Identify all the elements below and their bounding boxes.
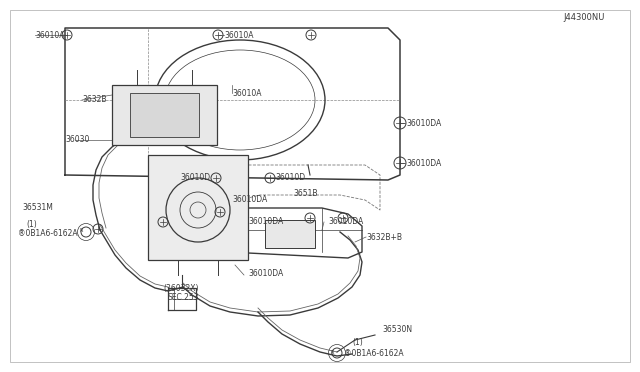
Text: 36010DA: 36010DA — [248, 269, 284, 279]
Bar — [148, 155, 248, 260]
Text: 3632B+B: 3632B+B — [366, 232, 402, 241]
Text: (36032X): (36032X) — [163, 283, 198, 292]
Text: 36010DA: 36010DA — [406, 158, 441, 167]
Text: J44300NU: J44300NU — [563, 13, 604, 22]
Text: R: R — [331, 350, 334, 355]
Bar — [130, 93, 199, 137]
Text: ®0B1A6-6162A: ®0B1A6-6162A — [344, 349, 404, 357]
Text: SEC.253: SEC.253 — [168, 294, 200, 302]
Text: (1): (1) — [352, 339, 363, 347]
Text: 36010D: 36010D — [180, 173, 210, 183]
Text: 36010D: 36010D — [275, 173, 305, 183]
Text: 36010DA: 36010DA — [406, 119, 441, 128]
Text: 36010DA: 36010DA — [232, 196, 268, 205]
Text: 36010A: 36010A — [232, 89, 262, 97]
Text: R: R — [80, 228, 83, 234]
Text: 36010A: 36010A — [35, 31, 65, 39]
Text: 36030: 36030 — [65, 135, 90, 144]
Text: 36010DA: 36010DA — [248, 218, 284, 227]
Text: 3651B: 3651B — [293, 189, 317, 198]
Bar — [112, 85, 217, 145]
Text: 36530N: 36530N — [382, 326, 412, 334]
Text: 3632B: 3632B — [82, 96, 106, 105]
Text: 36010DA: 36010DA — [328, 218, 364, 227]
Text: 36010A: 36010A — [224, 31, 253, 39]
Text: 36531M: 36531M — [22, 202, 53, 212]
Text: (1): (1) — [26, 219, 36, 228]
Text: ®0B1A6-6162A: ®0B1A6-6162A — [18, 230, 77, 238]
Bar — [265, 220, 315, 248]
